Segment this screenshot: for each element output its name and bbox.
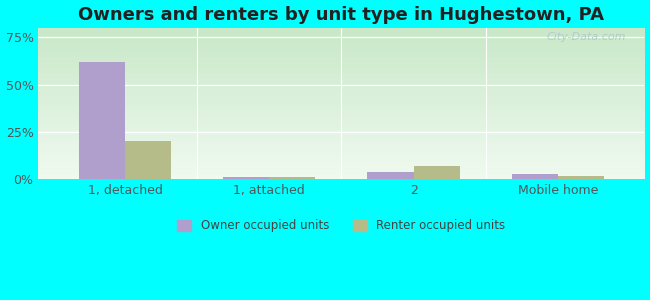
Legend: Owner occupied units, Renter occupied units: Owner occupied units, Renter occupied un… — [172, 214, 510, 237]
Bar — [413, 166, 460, 179]
Bar — [558, 176, 604, 179]
Bar — [125, 142, 171, 179]
Title: Owners and renters by unit type in Hughestown, PA: Owners and renters by unit type in Hughe… — [79, 6, 604, 24]
Bar — [367, 172, 413, 179]
Bar — [223, 177, 269, 179]
Bar — [269, 177, 315, 179]
Text: City-Data.com: City-Data.com — [547, 32, 626, 42]
Bar — [79, 62, 125, 179]
Bar — [512, 174, 558, 179]
